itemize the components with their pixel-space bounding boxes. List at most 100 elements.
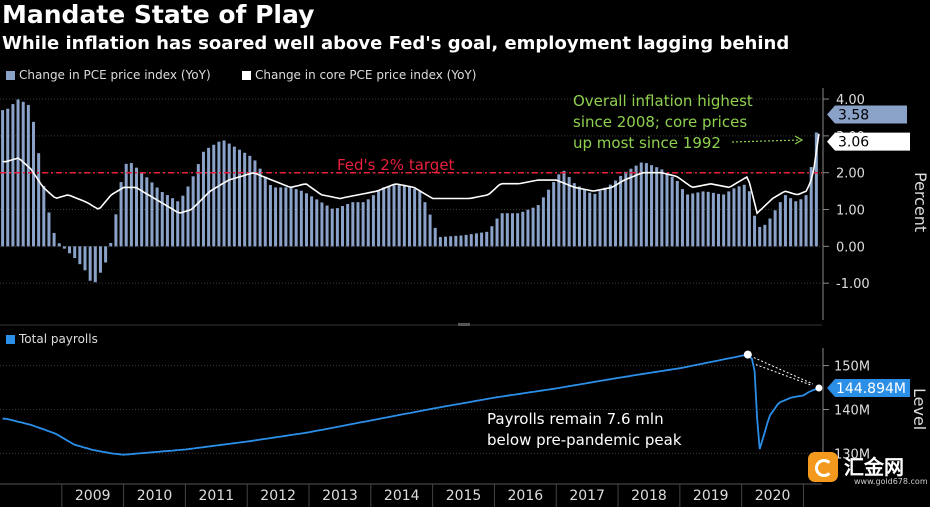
x-tick-label: 2013 [322, 488, 358, 504]
pce-bar [423, 202, 427, 247]
inflation-tick-label: 1.00 [836, 204, 865, 219]
pce-bar [129, 163, 133, 247]
pce-bar [701, 191, 705, 247]
pce-value-badge [827, 105, 907, 124]
pce-bar [562, 170, 566, 247]
pce-bar [773, 210, 777, 247]
pce-bar [294, 189, 298, 247]
pce-bar [47, 212, 51, 247]
legend-core: Change in core PCE price index (YoY) [242, 68, 476, 82]
pce-bar [382, 187, 386, 247]
pce-bar [351, 202, 355, 247]
pce-bar [171, 198, 175, 247]
pce-bar [758, 226, 762, 247]
pce-bar [68, 246, 72, 254]
pce-bar [449, 236, 453, 247]
payrolls-value-badge [827, 378, 910, 397]
inflation-tick-label: 2.00 [836, 167, 865, 182]
x-tick-label: 2009 [75, 488, 111, 504]
x-tick-label: 2018 [631, 488, 667, 504]
watermark-logo-icon [808, 452, 838, 482]
pce-bar [526, 209, 530, 247]
pce-bar [160, 192, 164, 247]
panel-resize-handle [458, 323, 470, 326]
core-value-badge [827, 132, 910, 151]
payroll-last-marker [815, 384, 823, 392]
pce-bar [232, 146, 236, 247]
pce-bar [547, 189, 551, 247]
pce-bar [397, 184, 401, 247]
pce-bar [536, 205, 540, 247]
pce-bar [371, 195, 375, 247]
pce-bar [608, 184, 612, 247]
pce-bar [263, 176, 267, 247]
core-value-label: 3.06 [838, 135, 869, 151]
pce-bar [104, 246, 108, 263]
pce-bar [613, 180, 617, 247]
core-line [2, 133, 820, 215]
pce-bar [222, 140, 226, 247]
pce-bar [191, 176, 195, 247]
pce-bar [201, 151, 205, 247]
x-tick-label: 2017 [569, 488, 605, 504]
pce-bar [140, 172, 144, 247]
x-tick-label: 2019 [693, 488, 729, 504]
pce-bar [505, 213, 509, 247]
pce-bar [346, 203, 350, 247]
pce-bar [98, 246, 102, 273]
pce-bar [274, 187, 278, 247]
watermark-url: www.gold678.com [854, 477, 928, 486]
pce-bar [655, 167, 659, 247]
payroll-arrow [755, 364, 812, 386]
pce-bar [629, 168, 633, 247]
pce-bar [577, 186, 581, 247]
pce-bar [675, 180, 679, 247]
target-label: Fed's 2% target [337, 156, 455, 174]
pce-bar [583, 189, 587, 247]
pce-bar [428, 214, 432, 247]
pce-bar [794, 201, 798, 247]
pce-bar [407, 186, 411, 247]
payroll-annotation-line: below pre-pandemic peak [487, 431, 682, 449]
pce-bar [150, 182, 154, 247]
pce-bar [644, 163, 648, 247]
legend-pce-swatch [6, 70, 15, 80]
pce-bar [341, 206, 345, 247]
pce-bar [165, 195, 169, 247]
x-tick-label: 2016 [508, 488, 544, 504]
pce-bar [438, 237, 442, 247]
pce-bar [531, 207, 535, 247]
pce-bar [567, 177, 571, 247]
pce-bar [52, 232, 56, 247]
pce-bar [93, 246, 97, 283]
pce-bar [706, 191, 710, 247]
legend-pce-label: Change in PCE price index (YoY) [19, 68, 211, 82]
inflation-axis-label: Percent [911, 172, 930, 232]
chart-title: Mandate State of Play [2, 0, 315, 29]
pce-bar [186, 186, 190, 247]
pce-bar [119, 182, 123, 247]
inflation-tick-label: 0.00 [836, 240, 865, 255]
pce-bar [217, 141, 221, 247]
pce-bar [722, 194, 726, 247]
inflation-annotation-line: Overall inflation highest [573, 92, 753, 110]
pce-bar [747, 191, 751, 247]
pce-bar [73, 246, 77, 259]
pce-bar [155, 187, 159, 247]
pce-bar [639, 162, 643, 247]
pce-bar [737, 186, 741, 247]
pce-bar [485, 231, 489, 247]
pce-bar [238, 149, 242, 247]
pce-bar [557, 174, 561, 247]
pce-bar [789, 198, 793, 247]
pce-bar [727, 191, 731, 247]
pce-bar [459, 235, 463, 247]
pce-bar [814, 132, 818, 247]
pce-bar [742, 184, 746, 247]
pce-bar [181, 195, 185, 247]
pce-bar [665, 173, 669, 247]
pce-bar [680, 189, 684, 247]
pce-bar [809, 167, 813, 247]
legend-core-label: Change in core PCE price index (YoY) [255, 68, 477, 82]
pce-bar [510, 213, 514, 247]
